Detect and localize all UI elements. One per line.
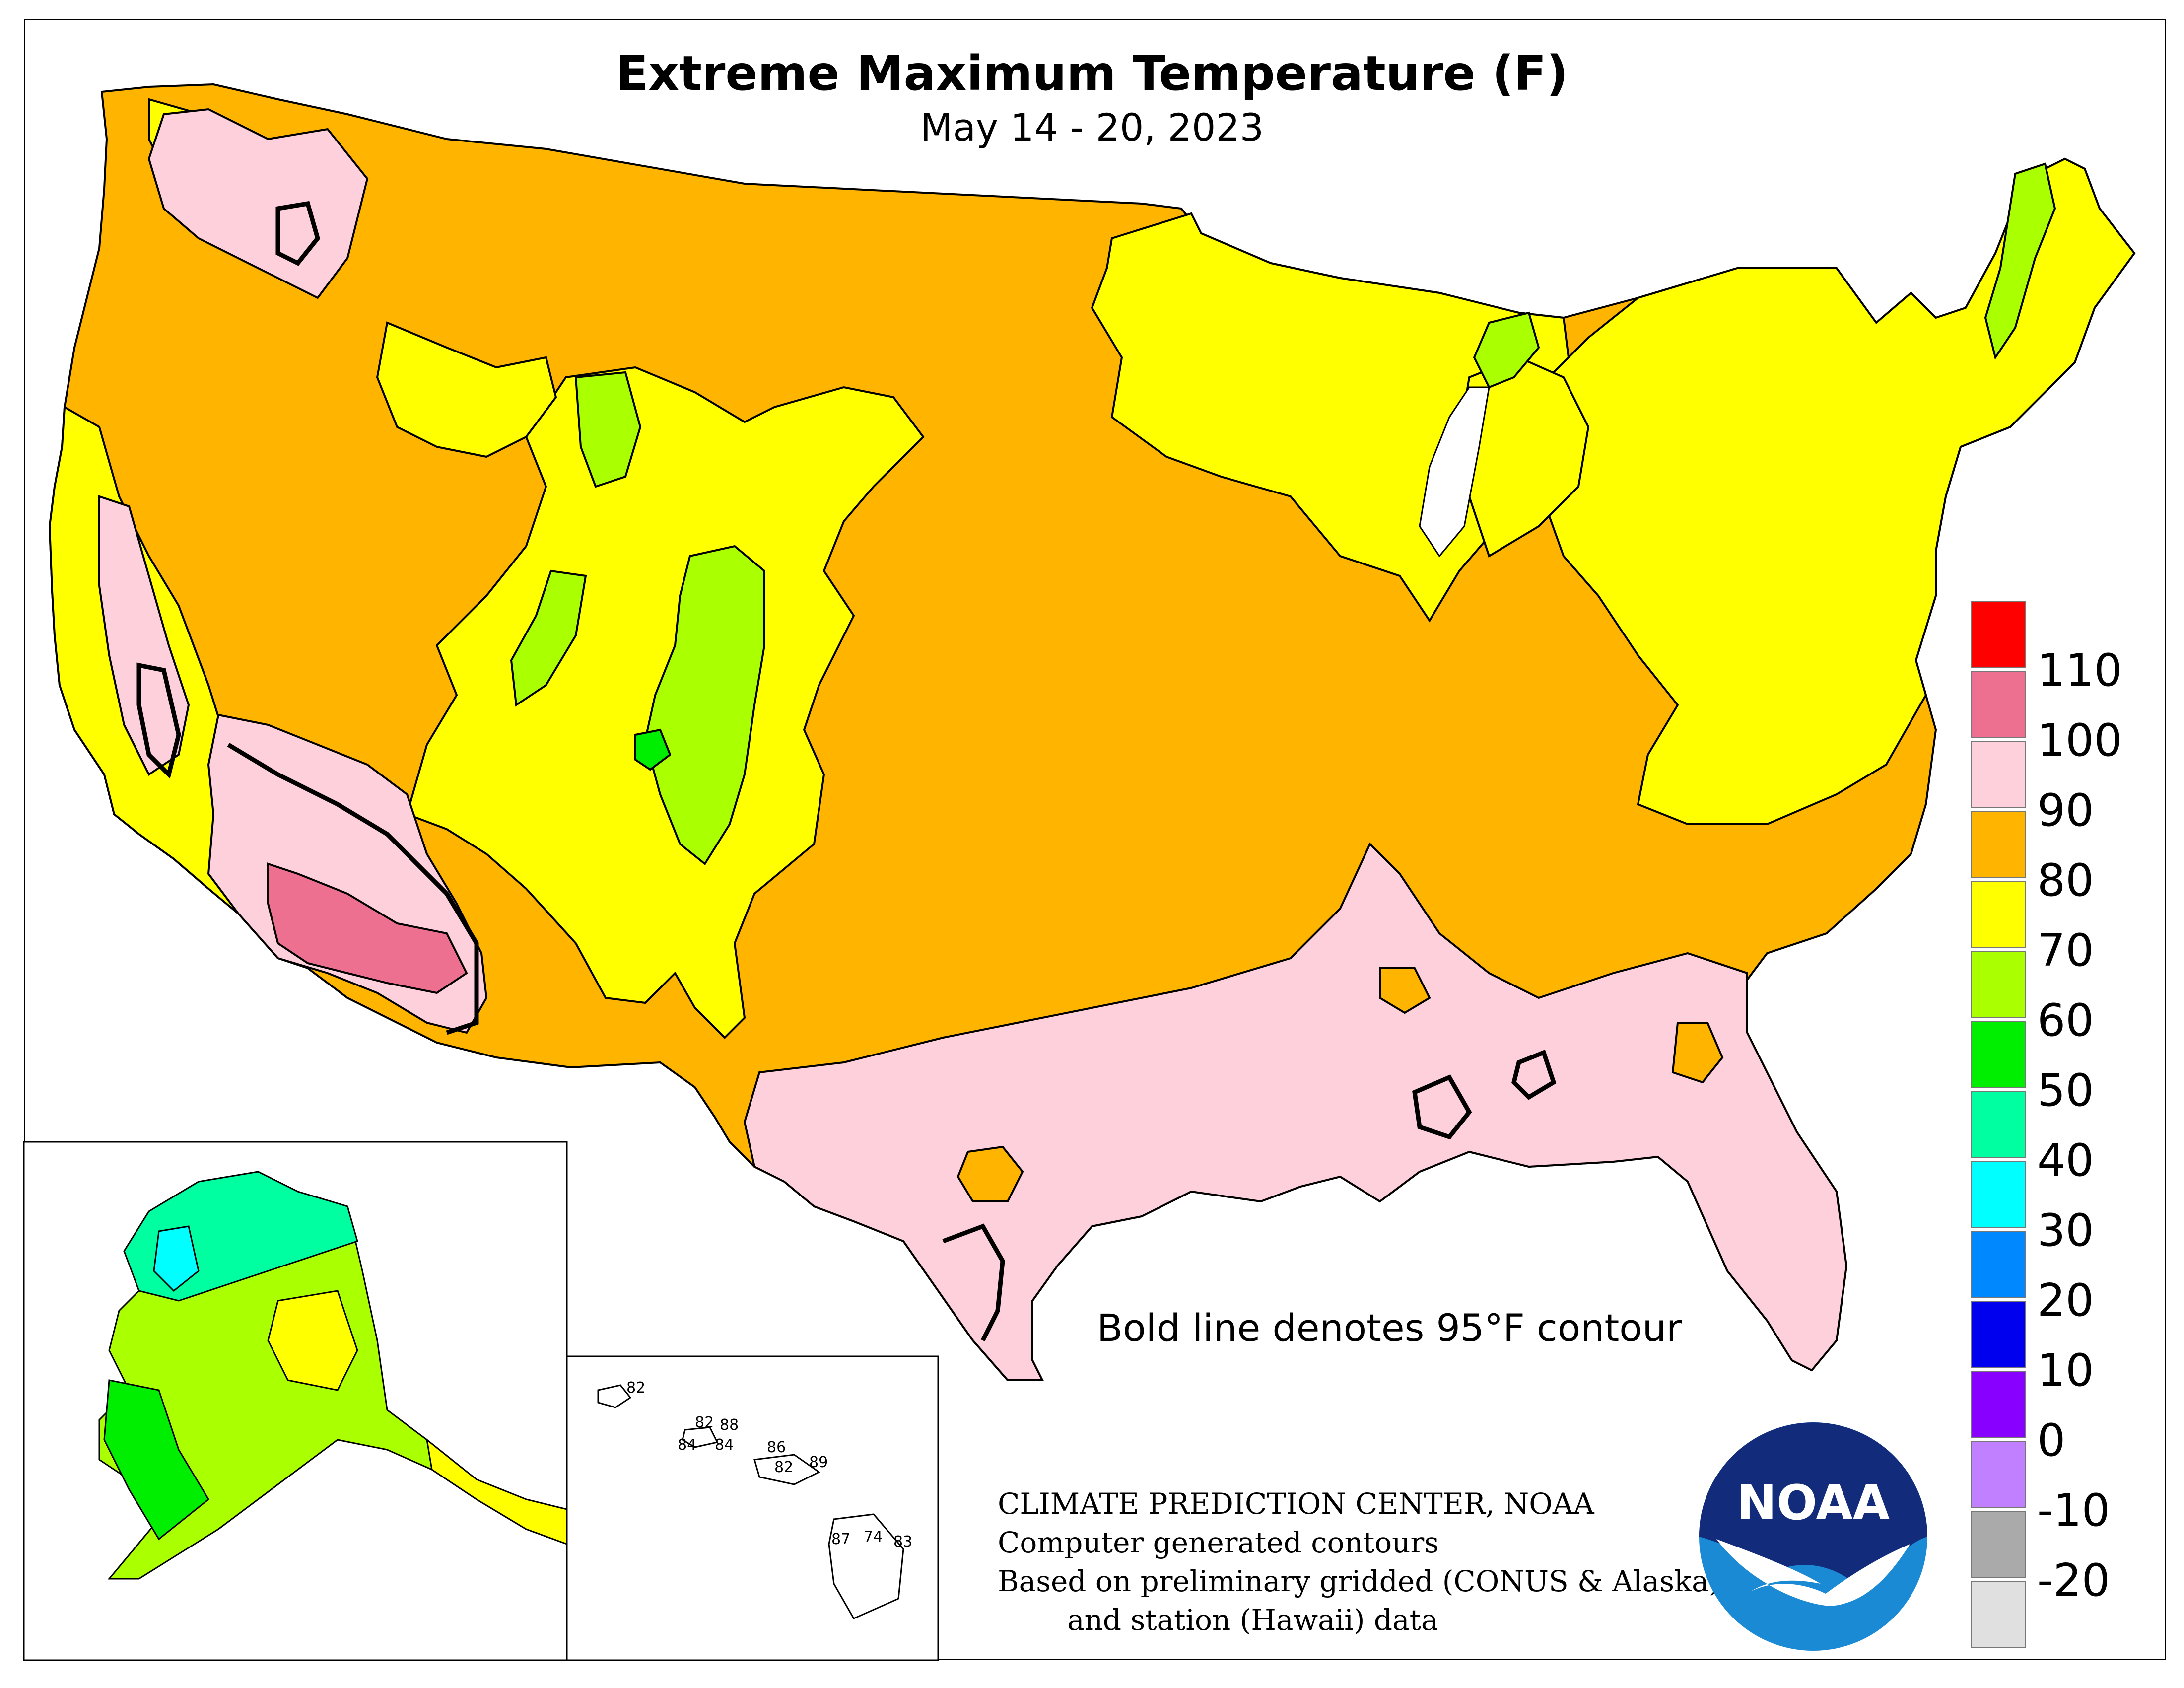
- legend-swatch: [1971, 1441, 2026, 1508]
- contour-95-central-valley: [136, 662, 181, 779]
- legend-tick-label: 0: [2037, 1414, 2066, 1467]
- legend-swatch: [1971, 951, 2026, 1018]
- contour-95-texas: [942, 1223, 1005, 1342]
- hawaii-station-8: 82: [774, 1459, 793, 1476]
- region-90-100-washington: [147, 108, 369, 299]
- legend-swatch: [1971, 1231, 2026, 1298]
- noaa-logo-icon: NOAA: [1699, 1422, 1927, 1651]
- legend-tick-label: -20: [2037, 1554, 2110, 1607]
- alaska-inset: [23, 1141, 568, 1661]
- credit-line-4: and station (Hawaii) data: [1067, 1603, 1438, 1637]
- hawaii-station-2: 82: [695, 1414, 714, 1431]
- legend-tick-label: 50: [2037, 1064, 2094, 1117]
- contour-95-mississippi: [1412, 1074, 1472, 1140]
- credits-block: CLIMATE PREDICTION CENTER, NOAA Computer…: [998, 1484, 1720, 1639]
- hawaii-station-7: 89: [809, 1454, 828, 1471]
- legend-tick-label: 10: [2037, 1344, 2094, 1397]
- map-subtitle: May 14 - 20, 2023: [920, 105, 1264, 149]
- legend-tick-label: 90: [2037, 784, 2094, 837]
- legend-swatch: [1971, 1301, 2026, 1368]
- logo-text: NOAA: [1737, 1475, 1890, 1531]
- credit-line-1: CLIMATE PREDICTION CENTER, NOAA: [998, 1487, 1594, 1521]
- contour-note: Bold line denotes 95°F contour: [1097, 1306, 1682, 1350]
- legend-swatch: [1971, 1581, 2026, 1648]
- hawaii-inset: 82 82 88 84 84 86 89 82 87 74 83: [566, 1355, 939, 1661]
- legend-tick-label: 70: [2037, 924, 2094, 977]
- region-60-70-utah: [510, 569, 587, 707]
- hawaii-station-9: 87: [831, 1531, 850, 1548]
- legend-swatch: [1971, 741, 2026, 808]
- hawaii-station-1: 82: [626, 1379, 645, 1397]
- region-80-90-alabama-island: [1671, 1022, 1724, 1084]
- region-60-70-wyoming: [574, 371, 642, 488]
- region-50-60-colorado-peak: [634, 728, 672, 771]
- legend-swatch: [1971, 1371, 2026, 1438]
- region-80-90-louisiana-island: [1379, 967, 1431, 1014]
- legend-swatch: [1971, 1511, 2026, 1578]
- legend-swatch: [1971, 671, 2026, 738]
- alaska-southwest-green: [103, 1379, 209, 1541]
- contour-95-alabama: [1511, 1050, 1557, 1100]
- hawaii-kauai: [597, 1384, 632, 1408]
- legend-swatch: [1971, 601, 2026, 668]
- region-70-80-northeast: [1517, 157, 2136, 825]
- hawaii-station-11: 83: [893, 1533, 912, 1550]
- region-90-100-central-valley: [98, 495, 190, 776]
- legend-tick-label: 110: [2037, 644, 2122, 697]
- region-70-80-idaho: [376, 321, 557, 458]
- credit-line-2: Computer generated contours: [998, 1526, 1439, 1559]
- legend-tick-label: 80: [2037, 854, 2094, 907]
- hawaii-station-6: 86: [767, 1439, 786, 1456]
- legend-swatch: [1971, 811, 2026, 878]
- alaska-cold-spot: [153, 1225, 200, 1292]
- alaska-interior-yellow: [267, 1290, 358, 1391]
- contour-95-desert: [227, 743, 479, 1035]
- region-100-110-lower-colorado: [267, 862, 468, 994]
- legend-tick-label: 20: [2037, 1274, 2094, 1327]
- hawaii-oahu: [682, 1426, 719, 1448]
- hawaii-station-10: 74: [864, 1528, 883, 1546]
- region-60-70-upper-michigan: [1473, 311, 1540, 389]
- map-title: Extreme Maximum Temperature (F): [615, 46, 1569, 101]
- legend-tick-label: 60: [2037, 994, 2094, 1047]
- hawaii-maui: [753, 1454, 820, 1485]
- region-90-100-gulf-south: [743, 842, 1848, 1381]
- legend-tick-label: 30: [2037, 1204, 2094, 1257]
- legend-tick-label: 40: [2037, 1134, 2094, 1187]
- legend-swatch: [1971, 1161, 2026, 1228]
- map-frame: [24, 19, 2166, 1660]
- legend-swatch: [1971, 1091, 2026, 1158]
- hawaii-big-island: [828, 1513, 904, 1619]
- legend-swatch: [1971, 1021, 2026, 1088]
- region-80-90-texas-island: [956, 1145, 1024, 1202]
- hawaii-station-4: 84: [678, 1436, 696, 1454]
- lake-michigan: [1419, 386, 1490, 558]
- contour-95-washington: [275, 201, 320, 266]
- legend-tick-label: 100: [2037, 714, 2122, 767]
- credit-line-3: Based on preliminary gridded (CONUS & Al…: [998, 1564, 1720, 1598]
- hawaii-station-5: 84: [715, 1436, 734, 1454]
- region-60-70-colorado: [644, 545, 765, 865]
- hawaii-station-3: 88: [720, 1416, 739, 1434]
- region-60-70-maine: [1984, 162, 2056, 360]
- legend-swatch: [1971, 881, 2026, 948]
- legend-tick-label: -10: [2037, 1484, 2110, 1537]
